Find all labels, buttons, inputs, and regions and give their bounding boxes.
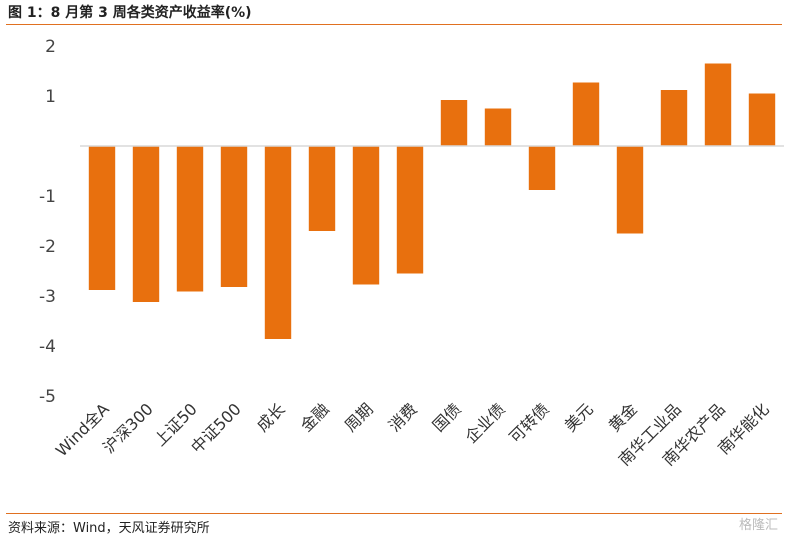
x-tick-label: 周期 <box>341 399 377 435</box>
bar <box>616 146 644 234</box>
title-divider <box>6 24 782 25</box>
bar <box>396 146 424 274</box>
bar <box>660 90 688 146</box>
bar <box>484 108 512 146</box>
y-tick-label: -4 <box>39 337 56 357</box>
x-tick-label: 美元 <box>561 399 597 435</box>
bar <box>352 146 380 285</box>
y-tick-label: -3 <box>39 287 56 307</box>
x-tick-label: 企业债 <box>461 399 508 446</box>
bar <box>440 100 468 146</box>
bar <box>88 146 116 290</box>
bar <box>220 146 248 287</box>
bar <box>264 146 292 339</box>
bar <box>572 82 600 146</box>
bar <box>132 146 160 302</box>
x-tick-label: 国债 <box>429 399 465 435</box>
y-tick-label: -2 <box>39 237 56 257</box>
bar <box>176 146 204 292</box>
bar <box>748 93 776 146</box>
bar-chart: 2 1 -1 -2 -3 -4 -5 Wind全A沪深300上证50中证500 成长 金融 周期消… <box>39 37 784 469</box>
bar <box>704 63 732 146</box>
x-tick-label: 消费 <box>385 399 421 435</box>
bar <box>528 146 556 190</box>
x-tick-label: 成长 <box>253 399 289 435</box>
x-tick-label: Wind全A <box>52 399 113 460</box>
chart-title: 图 1：8 月第 3 周各类资产收益率(%) <box>8 5 252 21</box>
y-tick-label: -1 <box>39 187 56 207</box>
bars-group <box>88 63 776 339</box>
y-tick-label: -5 <box>39 387 56 407</box>
y-tick-label: 2 <box>45 37 56 57</box>
footer-divider <box>6 513 782 514</box>
watermark-logo: 格隆汇 <box>738 518 778 533</box>
y-axis: 2 1 -1 -2 -3 -4 -5 <box>39 37 56 407</box>
source-note: 资料来源：Wind，天风证券研究所 <box>8 521 210 536</box>
x-tick-label: 黄金 <box>605 399 641 435</box>
y-tick-label: 1 <box>45 87 56 107</box>
x-tick-label: 可转债 <box>505 399 552 446</box>
x-tick-label: 金融 <box>297 399 333 435</box>
bar <box>308 146 336 231</box>
